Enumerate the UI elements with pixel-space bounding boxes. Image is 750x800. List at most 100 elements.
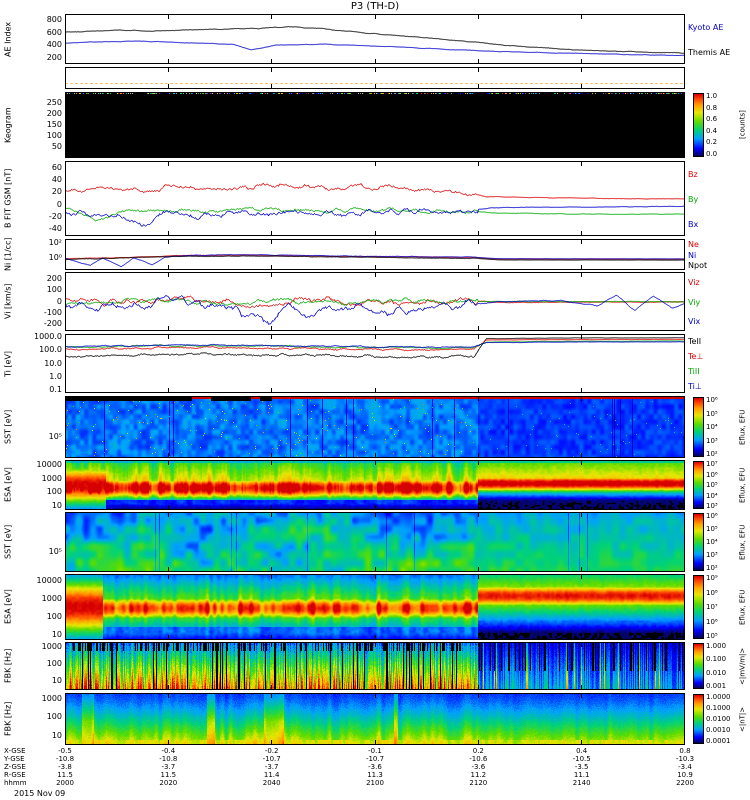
y-gse-row-label: Y-GSE [4, 755, 25, 763]
till-legend-label: TiII [688, 366, 700, 376]
esa-e-colorbar-tick: 10⁶ [706, 617, 718, 626]
z-gse-value: -3.7 [264, 763, 279, 771]
ae-ytick: 600 [46, 27, 62, 37]
sst-i-colorbar-unit: Eflux, EFU [738, 409, 747, 445]
y-gse-value: -10.6 [469, 755, 488, 763]
fbk-b-ytick: 100 [46, 712, 62, 722]
tiperp-legend-label: Ti⊥ [688, 381, 702, 391]
fbk-e-colorbar-tick: 0.100 [706, 655, 727, 664]
sst-e-axis-label: SST [eV] [3, 524, 13, 560]
ae-ytick: 800 [46, 15, 62, 25]
vi-ytick: -200 [43, 319, 62, 329]
sst-e-colorbar-tick: 10² [706, 564, 718, 572]
esa-i-ytick: 1000 [41, 473, 62, 483]
z-gse-value: -3.8 [58, 763, 72, 771]
sst-i-colorbar-tick: 10² [706, 450, 718, 458]
keogram-ytick: 150 [46, 120, 62, 129]
keogram-colorbar-tick: 0.2 [706, 138, 718, 147]
bz-legend-label: Bz [688, 169, 698, 179]
keogram-axis-label: Keogram [3, 107, 13, 143]
fbk-b-colorbar [693, 694, 704, 744]
fbk-e-plot-canvas [65, 642, 685, 690]
x-gse-value: 0.4 [576, 747, 588, 755]
keogram-ytick: 200 [46, 109, 62, 118]
bfit-ytick: 60 [51, 163, 62, 173]
y-gse-value: -10.7 [262, 755, 281, 763]
fbk-b-colorbar-tick: 1.0000 [706, 693, 731, 701]
keogram-colorbar-unit: [counts] [738, 110, 747, 140]
ne-legend-label: Ne [688, 240, 699, 250]
ni-plot-canvas [65, 239, 685, 270]
esa-e-colorbar-tick: 10⁹ [706, 574, 718, 582]
sst-i-axis-label: SST [eV] [3, 409, 13, 445]
fbk-e-ytick: 1000 [41, 642, 62, 652]
flag-plot-canvas [65, 67, 685, 89]
hhmm-label: hhmm [4, 779, 27, 787]
sst-i-colorbar-tick: 10³ [706, 436, 718, 445]
y-gse-value: -10.8 [159, 755, 178, 763]
viz-legend-label: Viz [688, 277, 700, 287]
time-tick-label: 2140 [572, 779, 591, 787]
esa-i-plot-canvas [65, 460, 685, 510]
z-gse-value: -3.7 [161, 763, 176, 771]
z-gse-value: -3.6 [471, 763, 486, 771]
time-tick-label: 2100 [366, 779, 384, 787]
esa-e-ytick: 10000 [36, 576, 62, 586]
bx-legend-label: Bx [688, 219, 699, 229]
r-gse-value: 11.1 [573, 771, 590, 779]
fbk-b-plot-canvas [65, 693, 685, 745]
ti-plot-canvas [65, 334, 685, 393]
x-gse-value: 0.8 [679, 747, 691, 755]
esa-e-colorbar-tick: 10⁸ [706, 588, 718, 597]
keogram-colorbar-tick: 1.0 [706, 92, 718, 100]
keogram-colorbar-tick: 0.8 [706, 103, 718, 112]
bfit-axis-label: B FIT GSM [nT] [3, 168, 13, 229]
ni-ytick: 10⁰ [48, 253, 62, 263]
esa-i-ytick: 10 [51, 500, 62, 510]
fbk-e-colorbar-tick: 1.000 [706, 642, 727, 650]
z-gse-value: -3.5 [574, 763, 589, 771]
time-tick-label: 2020 [159, 779, 178, 787]
sst-e-plot-canvas [65, 512, 685, 572]
ni-ytick: 10² [48, 237, 62, 247]
kyoto-ae-legend-label: Kyoto AE [688, 22, 724, 32]
keogram-ytick: 250 [46, 98, 62, 107]
time-tick-label: 2040 [262, 779, 281, 787]
fbk-b-ytick: 1000 [41, 693, 62, 703]
esa-e-colorbar [693, 575, 704, 639]
sst-e-ytick: 10⁵ [48, 547, 62, 556]
esa-i-colorbar [693, 461, 704, 509]
by-legend-label: By [688, 194, 699, 204]
keogram-colorbar [693, 93, 704, 157]
esa-e-colorbar-unit: Eflux, EFU [738, 589, 747, 625]
keogram-colorbar-tick: 0.6 [706, 115, 718, 124]
x-gse-value: -0.4 [161, 747, 176, 755]
fbk-b-ytick: 10 [51, 730, 62, 740]
z-gse-row-label: Z-GSE [4, 763, 26, 771]
date-label: 2015 Nov 09 [14, 789, 66, 798]
esa-i-colorbar-unit: Eflux, EFU [738, 467, 747, 503]
sst-i-ytick: 10⁵ [48, 432, 62, 442]
esa-e-colorbar-tick: 10⁷ [706, 603, 718, 611]
ae-ytick: 200 [46, 52, 62, 62]
bfit-ytick: -20 [48, 211, 62, 221]
r-gse-value: 11.5 [160, 771, 177, 779]
vi-ytick: 100 [46, 285, 62, 295]
keogram-colorbar-tick: 0.4 [706, 126, 718, 135]
sst-i-colorbar [693, 397, 704, 457]
x-gse-value: -0.5 [58, 747, 72, 755]
y-gse-value: -10.3 [675, 755, 695, 763]
r-gse-row-label: R-GSE [4, 771, 26, 779]
sst-e-colorbar-tick: 10⁴ [706, 538, 718, 546]
x-gse-value: -0.1 [368, 747, 382, 755]
bfit-ytick: 20 [51, 187, 62, 197]
r-gse-value: 11.4 [263, 771, 280, 779]
y-gse-value: -10.8 [55, 755, 75, 763]
vi-axis-label: Vi [km/s] [3, 283, 13, 320]
sst-i-plot-canvas [65, 396, 685, 458]
ti-ytick: 1.0 [49, 371, 62, 381]
esa-i-colorbar-tick: 10⁶ [706, 470, 718, 479]
x-gse-value: 0.2 [472, 747, 484, 755]
vi-ytick: 200 [46, 273, 62, 283]
